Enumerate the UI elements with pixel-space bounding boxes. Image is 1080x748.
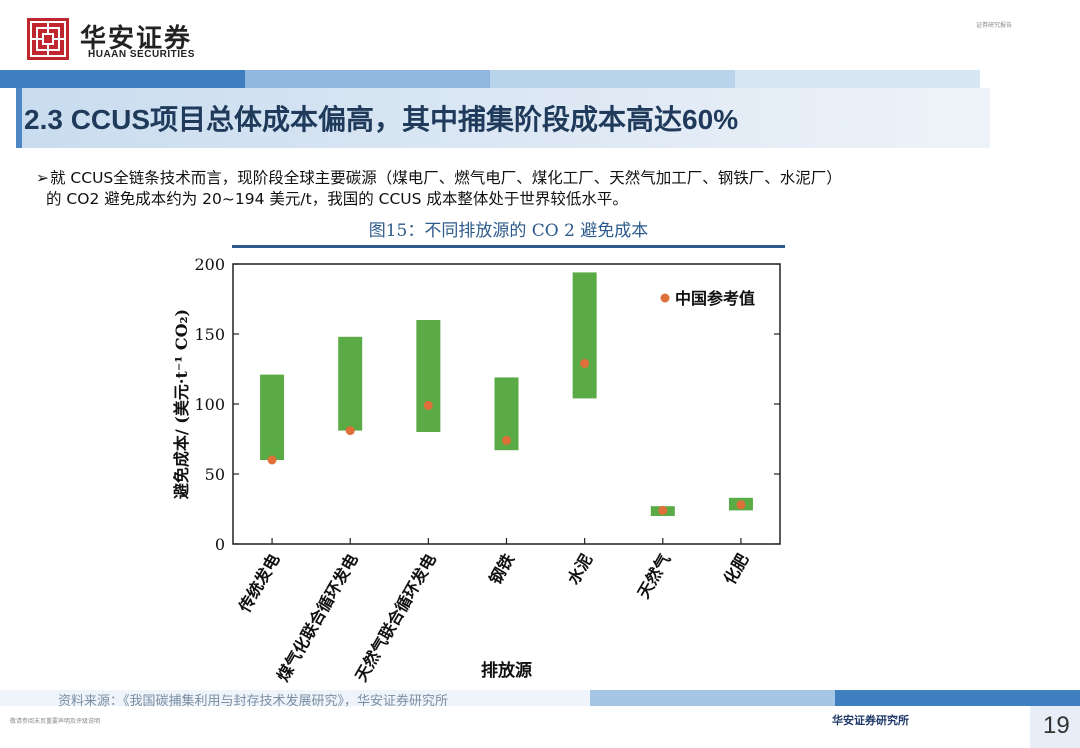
x-tick-label: 天然气: [634, 551, 674, 602]
y-tick-label: 150: [194, 325, 225, 344]
china-reference-point: [736, 500, 746, 510]
footer-brand: 华安证券研究所: [832, 714, 909, 727]
y-tick-label: 50: [205, 465, 225, 484]
y-tick-label: 0: [215, 535, 225, 554]
china-reference-point: [502, 435, 511, 445]
source-note: 资料来源：《我国碳捕集利用与封存技术发展研究》，华安证券研究所: [58, 694, 449, 709]
y-axis-label: 避免成本/ (美元·t⁻¹ CO₂): [172, 309, 191, 499]
legend-marker: [660, 293, 670, 303]
title-accent: [16, 88, 22, 148]
bullet-paragraph: ➢就 CCUS全链条技术而言，现阶段全球主要碳源（煤电厂、燃气电厂、煤化工厂、天…: [36, 168, 1046, 210]
range-bar: [260, 374, 285, 460]
x-tick-label: 煤气化联合循环发电: [273, 551, 361, 685]
page-number: 19: [1043, 712, 1070, 739]
x-tick-label: 水泥: [564, 551, 596, 588]
x-tick-label: 天然气联合循环发电: [351, 551, 439, 685]
figure-title: 图15：不同排放源的 CO 2 避免成本: [368, 221, 649, 241]
bullet-arrow-icon: ➢: [36, 169, 49, 187]
range-bar: [338, 336, 363, 431]
logo-chinese-name: 华安证券: [80, 24, 193, 54]
x-tick-label: 传统发电: [235, 551, 284, 617]
bullet-line-2: 的 CO2 避免成本约为 20~194 美元/t，我国的 CCUS 成本整体处于…: [46, 190, 628, 208]
page-number-box: [1030, 706, 1080, 748]
logo-english-name: HUAAN SECURITIES: [88, 49, 195, 60]
china-reference-point: [423, 400, 433, 410]
x-axis-label: 排放源: [481, 660, 532, 681]
x-tick-label: 化肥: [720, 551, 752, 588]
figure-title-underline: [232, 245, 785, 248]
top-color-band: [0, 70, 980, 88]
bullet-line-1: 就 CCUS全链条技术而言，现阶段全球主要碳源（煤电厂、燃气电厂、煤化工厂、天然…: [50, 169, 842, 187]
title-bar: [16, 88, 990, 148]
x-tick-label: 钢铁: [486, 551, 518, 588]
page-title: 2.3 CCUS项目总体成本偏高，其中捕集阶段成本高达60%: [24, 104, 739, 135]
huaan-logo-icon: [27, 18, 69, 60]
range-bar: [572, 272, 597, 399]
china-reference-point: [580, 358, 590, 368]
china-reference-point: [345, 426, 355, 436]
range-bar: [416, 320, 441, 432]
legend-label: 中国参考值: [675, 289, 755, 308]
y-tick-label: 200: [194, 255, 225, 274]
china-reference-point: [267, 455, 277, 465]
y-tick-label: 100: [194, 395, 225, 414]
china-reference-point: [658, 505, 668, 515]
bottom-color-band: [0, 690, 1080, 706]
disclaimer-note: 敬请参阅末页重要声明及评级说明: [10, 718, 101, 725]
report-tag: 证券研究报告: [975, 22, 1012, 29]
